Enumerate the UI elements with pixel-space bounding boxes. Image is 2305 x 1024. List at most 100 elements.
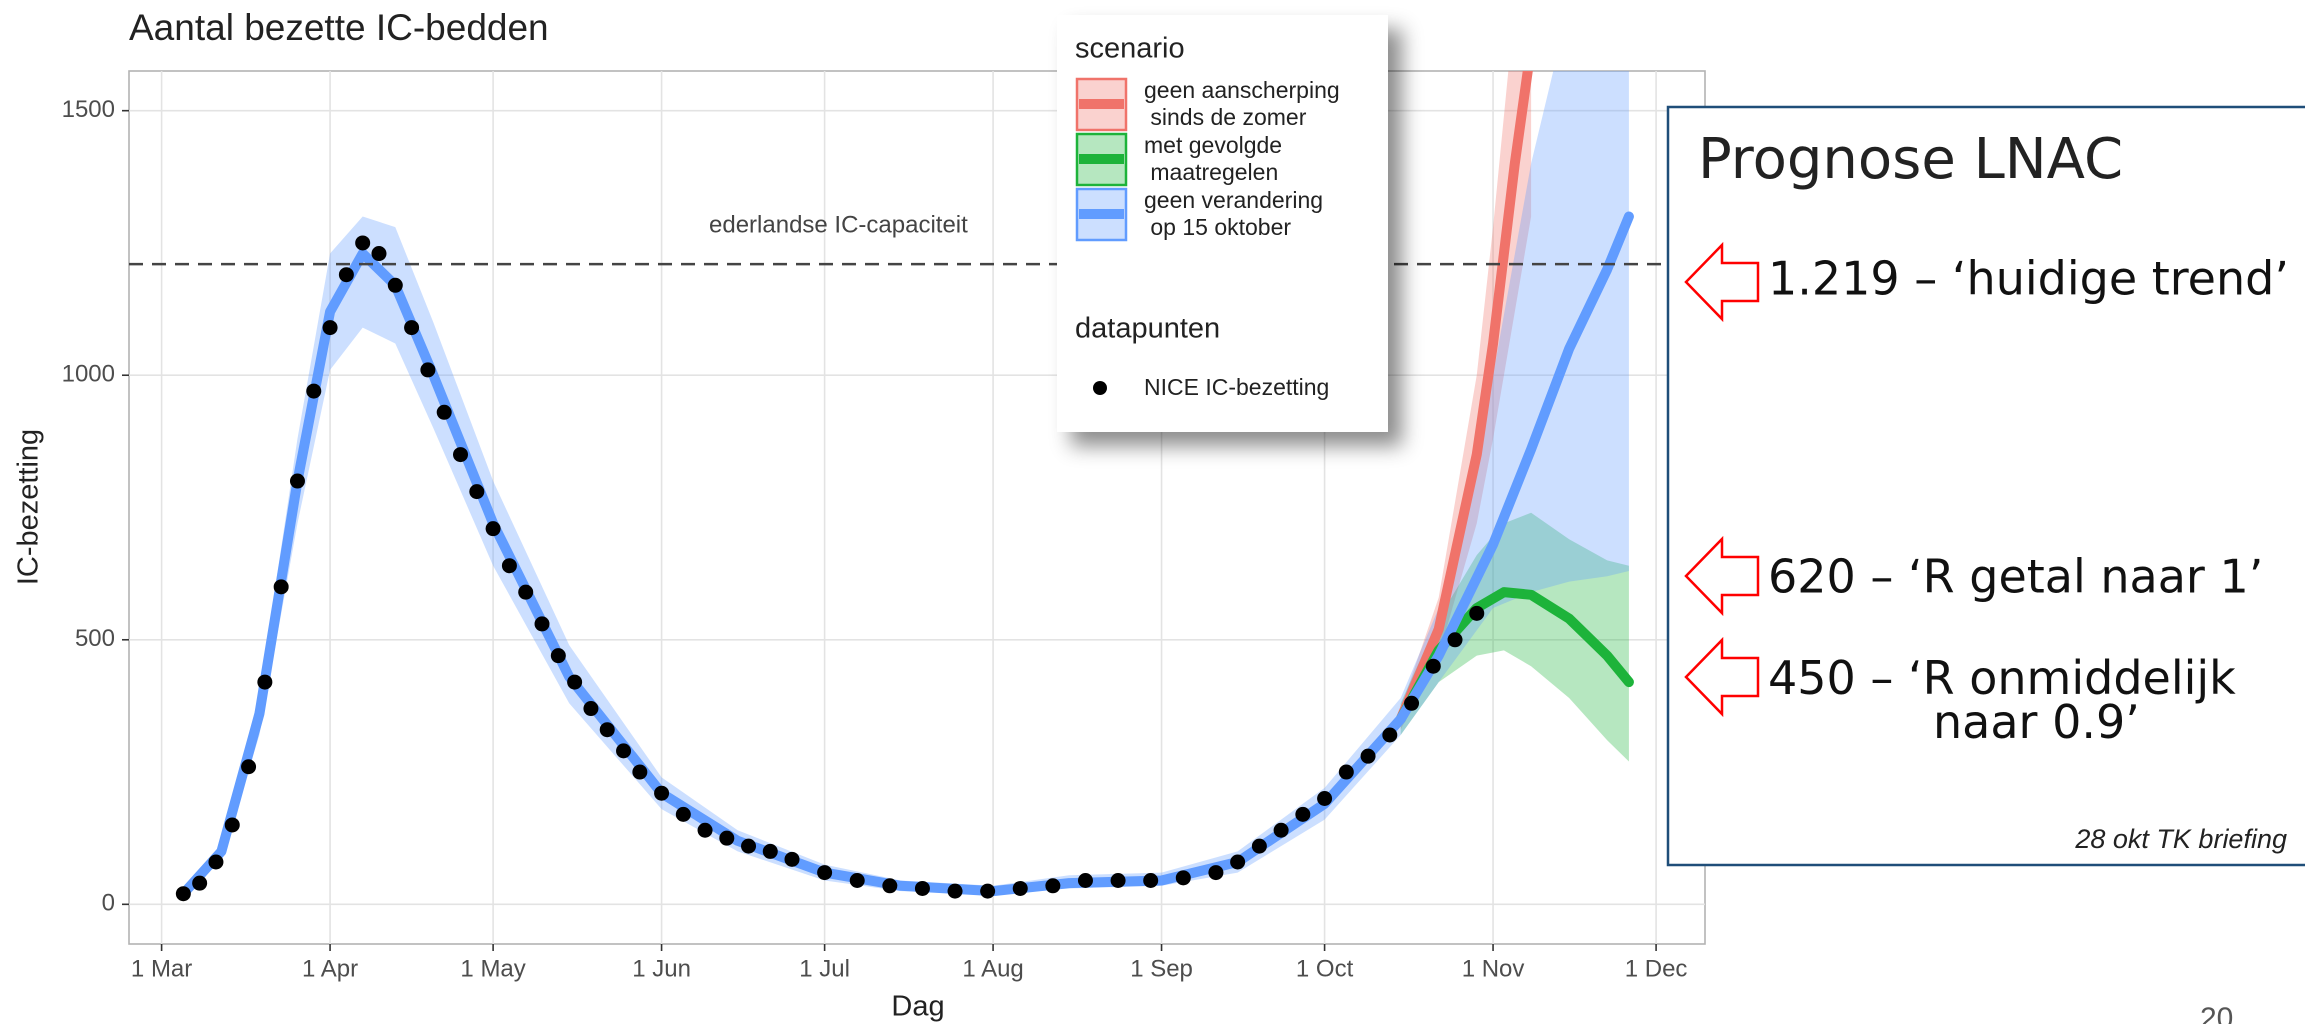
data-point bbox=[192, 875, 208, 891]
data-point bbox=[567, 674, 583, 690]
data-point bbox=[387, 277, 403, 293]
legend-label: NICE IC-bezetting bbox=[1144, 374, 1329, 400]
callout: Prognose LNAC 1.219 – ‘huidige trend’ 62… bbox=[1666, 105, 2305, 867]
callout-item: 1.219 – ‘huidige trend’ bbox=[1768, 252, 2289, 306]
legend-label: geen aanscherping sinds de zomer bbox=[1144, 77, 1340, 130]
y-tick-label: 1500 bbox=[62, 96, 115, 123]
ribbon bbox=[1400, 71, 1532, 730]
x-tick-label: 1 Jun bbox=[632, 955, 691, 982]
data-point bbox=[1273, 822, 1289, 838]
legend-label: geen verandering op 15 oktober bbox=[1144, 187, 1323, 240]
data-point bbox=[355, 235, 371, 251]
chart-title: Aantal bezette IC-bedden bbox=[129, 7, 549, 48]
data-point bbox=[914, 880, 930, 896]
data-point bbox=[404, 320, 420, 336]
y-tick-label: 1000 bbox=[62, 361, 115, 388]
data-point bbox=[501, 558, 517, 574]
data-point bbox=[762, 843, 778, 859]
data-point bbox=[947, 883, 963, 899]
callout-title: Prognose LNAC bbox=[1698, 127, 2123, 192]
legend: scenario datapunten geen aanscherping si… bbox=[1057, 15, 1388, 432]
data-point bbox=[980, 883, 996, 899]
data-point bbox=[1251, 838, 1267, 854]
data-point bbox=[1175, 870, 1191, 886]
plot-area: ederlandse IC-capaciteit bbox=[129, 71, 1705, 902]
arrow-icon bbox=[1684, 535, 1760, 617]
data-point bbox=[1208, 865, 1224, 881]
data-point bbox=[550, 648, 566, 664]
ribbon bbox=[1400, 512, 1629, 762]
y-tick-label: 500 bbox=[75, 625, 115, 652]
x-tick-label: 1 Sep bbox=[1130, 955, 1193, 982]
axes: 0 500 1000 1500 1 Mar 1 Apr 1 May 1 Jun 1 Jul 1 A… bbox=[62, 96, 1688, 982]
data-point bbox=[1045, 878, 1061, 894]
data-point bbox=[1077, 873, 1093, 889]
data-point bbox=[1382, 727, 1398, 743]
legend-title: datapunten bbox=[1075, 313, 1220, 345]
x-tick-label: 1 Mar bbox=[131, 955, 192, 982]
data-point bbox=[697, 822, 713, 838]
arrow-icon bbox=[1684, 241, 1760, 323]
data-point bbox=[1143, 873, 1159, 889]
data-point bbox=[371, 246, 387, 262]
data-point bbox=[436, 404, 452, 420]
data-point bbox=[257, 674, 273, 690]
legend-title: scenario bbox=[1075, 33, 1185, 65]
callout-note: 28 okt TK briefing bbox=[2074, 824, 2287, 854]
y-axis-label: IC-bezetting bbox=[13, 429, 45, 585]
data-point bbox=[675, 806, 691, 822]
data-point bbox=[632, 764, 648, 780]
legend-box bbox=[1057, 15, 1388, 432]
data-point bbox=[719, 830, 735, 846]
data-point bbox=[273, 579, 289, 595]
line bbox=[1395, 71, 1533, 725]
data-point bbox=[1317, 791, 1333, 806]
data-point bbox=[1110, 873, 1126, 889]
data-point bbox=[817, 865, 833, 881]
data-point bbox=[469, 484, 485, 500]
data-point bbox=[616, 743, 632, 759]
callout-item: 620 – ‘R getal naar 1’ bbox=[1768, 550, 2263, 604]
data-point bbox=[784, 851, 800, 867]
data-point bbox=[289, 473, 305, 489]
y-tick-label: 0 bbox=[102, 890, 115, 917]
data-point bbox=[1404, 695, 1420, 711]
data-point bbox=[1295, 806, 1311, 822]
x-axis-label: Dag bbox=[891, 991, 944, 1023]
data-point bbox=[654, 785, 670, 801]
data-point bbox=[175, 886, 191, 902]
legend-key bbox=[1093, 381, 1107, 395]
x-tick-label: 1 Jul bbox=[799, 955, 850, 982]
callout-item: 450 – ‘R onmiddelijk naar 0.9’ bbox=[1768, 651, 2236, 749]
data-point bbox=[338, 267, 354, 283]
data-point bbox=[849, 873, 865, 889]
x-tick-label: 1 Aug bbox=[962, 955, 1023, 982]
data-point bbox=[241, 759, 257, 775]
page-number: 20 bbox=[2200, 1002, 2233, 1024]
data-point bbox=[1469, 605, 1485, 621]
grid bbox=[129, 71, 1705, 944]
x-tick-label: 1 Apr bbox=[302, 955, 358, 982]
data-point bbox=[208, 854, 224, 870]
data-point bbox=[1230, 854, 1246, 870]
data-point bbox=[306, 383, 322, 399]
panel bbox=[128, 70, 1706, 945]
data-point bbox=[322, 320, 338, 336]
data-point bbox=[1425, 658, 1441, 674]
data-point bbox=[1012, 880, 1028, 896]
data-point bbox=[741, 838, 757, 854]
callout-box bbox=[1666, 105, 2305, 867]
legend-label: met gevolgde maatregelen bbox=[1144, 132, 1282, 185]
data-point bbox=[1338, 764, 1354, 780]
arrow-icon bbox=[1684, 636, 1760, 718]
data-point bbox=[485, 521, 501, 537]
data-point bbox=[583, 701, 599, 717]
data-point bbox=[420, 362, 436, 378]
reference-label: ederlandse IC-capaciteit bbox=[709, 211, 968, 238]
data-point bbox=[599, 722, 615, 738]
data-point bbox=[882, 878, 898, 894]
data-point bbox=[534, 616, 550, 632]
x-tick-label: 1 May bbox=[460, 955, 525, 982]
data-point bbox=[453, 447, 469, 463]
